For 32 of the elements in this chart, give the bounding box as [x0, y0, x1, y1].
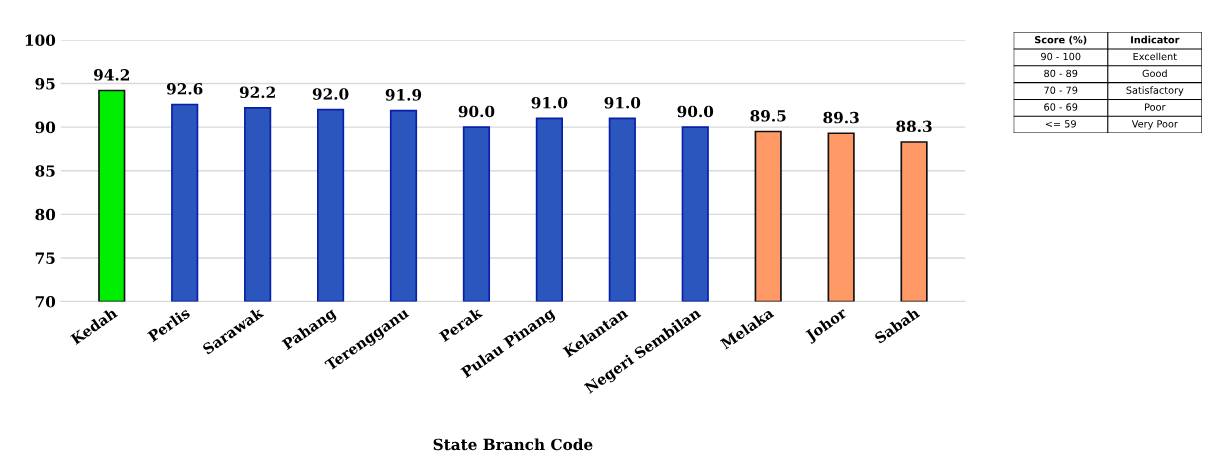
data-label: 89.3	[823, 111, 859, 124]
text: 60 - 69	[1044, 103, 1078, 111]
text: Poor	[1145, 103, 1166, 111]
y-tick-label: 90	[35, 121, 56, 134]
y-tick-label: 85	[35, 165, 55, 177]
text: Excellent	[1133, 52, 1177, 61]
data-label: 91.9	[385, 89, 422, 101]
data-label: 92.0	[312, 88, 349, 100]
y-tick-label: 80	[35, 208, 56, 221]
text: <= 59	[1045, 120, 1076, 128]
text: Indicator	[1131, 35, 1180, 44]
y-tick-label: 95	[35, 78, 55, 90]
data-label: 92.6	[166, 83, 203, 95]
text: Good	[1142, 69, 1167, 78]
x-axis-title: State Branch Code	[433, 438, 593, 451]
data-label: 90.0	[458, 105, 495, 118]
y-tick-label: 75	[35, 252, 55, 264]
text: Satisfactory	[1126, 86, 1184, 96]
text: 90 - 100	[1041, 52, 1081, 61]
y-tick-label: 70	[35, 296, 56, 308]
text: 80 - 89	[1044, 69, 1078, 78]
data-label: 90.0	[677, 105, 714, 118]
data-label: 88.3	[896, 120, 932, 133]
data-label: 89.5	[750, 110, 786, 122]
data-label: 94.2	[93, 69, 129, 81]
data-label: 91.0	[604, 96, 641, 109]
text: Very Poor	[1131, 120, 1178, 130]
text: 70 - 79	[1044, 86, 1078, 94]
y-tick-label: 100	[25, 34, 56, 46]
text: Score (%)	[1035, 35, 1087, 45]
data-label: 91.0	[531, 96, 568, 109]
data-label: 92.2	[239, 86, 275, 99]
